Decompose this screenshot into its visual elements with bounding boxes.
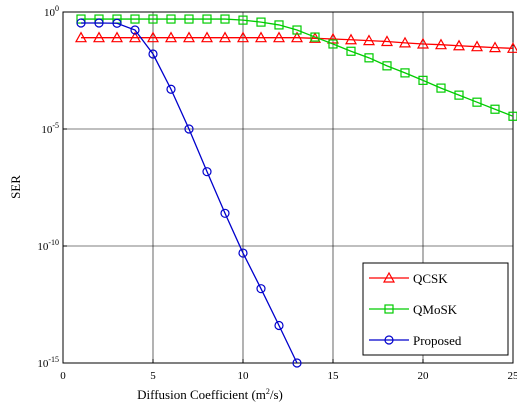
marker	[490, 104, 500, 114]
legend-marker	[384, 304, 394, 314]
marker	[418, 75, 428, 85]
marker	[364, 53, 374, 63]
series-line	[81, 22, 298, 364]
marker	[110, 31, 124, 43]
marker	[182, 31, 196, 43]
marker	[452, 39, 466, 51]
marker	[200, 31, 214, 43]
x-tick-label: 25	[508, 370, 517, 382]
legend-marker	[384, 335, 394, 345]
marker	[362, 34, 376, 46]
marker	[472, 97, 482, 107]
x-axis-label: Diffusion Coefficient (m2/s)	[137, 387, 283, 402]
legend-marker	[382, 271, 396, 283]
marker	[220, 208, 230, 218]
marker	[92, 31, 106, 43]
y-tick-label: 10-10	[37, 238, 59, 253]
marker	[130, 25, 140, 35]
marker	[328, 39, 338, 49]
series-line	[81, 18, 514, 117]
legend-label: Proposed	[413, 333, 462, 348]
marker	[292, 358, 302, 368]
marker	[236, 31, 250, 43]
x-tick-label: 0	[60, 370, 66, 382]
marker	[434, 38, 448, 50]
marker	[146, 31, 160, 43]
marker	[274, 320, 284, 331]
marker	[218, 31, 232, 43]
legend-label: QMoSK	[413, 302, 458, 317]
marker	[130, 14, 140, 24]
marker	[148, 49, 158, 59]
marker	[184, 14, 194, 24]
marker	[76, 18, 86, 28]
marker	[94, 18, 104, 28]
marker	[202, 14, 212, 24]
marker	[416, 37, 430, 49]
y-tick-label: 10-5	[41, 121, 59, 136]
marker	[166, 14, 176, 24]
y-tick-label: 100	[44, 4, 59, 19]
marker	[238, 15, 248, 25]
marker	[488, 41, 502, 53]
marker	[74, 31, 88, 43]
marker	[254, 31, 268, 43]
marker	[256, 17, 266, 27]
marker	[202, 167, 212, 177]
marker	[238, 248, 248, 258]
x-tick-label: 15	[328, 370, 340, 382]
marker	[184, 124, 194, 134]
marker	[164, 31, 178, 43]
marker	[220, 14, 230, 24]
marker	[382, 61, 392, 71]
marker	[128, 31, 142, 43]
marker	[326, 32, 340, 44]
marker	[344, 33, 358, 45]
marker	[112, 18, 122, 28]
marker	[506, 42, 517, 53]
legend-label: QCSK	[413, 271, 448, 286]
y-axis-label: SER	[8, 175, 23, 199]
marker	[292, 25, 302, 35]
marker	[166, 84, 176, 94]
marker	[256, 284, 266, 294]
marker	[274, 20, 284, 30]
marker	[290, 31, 304, 43]
marker	[272, 31, 286, 43]
series-line	[81, 37, 514, 49]
marker	[508, 111, 517, 121]
marker	[380, 35, 394, 47]
x-tick-label: 20	[418, 370, 430, 382]
x-tick-label: 10	[238, 370, 250, 382]
x-tick-label: 5	[150, 370, 156, 382]
marker	[148, 14, 158, 24]
plot-frame	[62, 11, 514, 364]
marker	[310, 32, 320, 42]
marker	[398, 36, 412, 48]
legend: QCSK QMoSK Proposed	[362, 262, 509, 356]
marker	[400, 68, 410, 78]
marker	[436, 83, 446, 93]
marker	[470, 40, 484, 52]
marker	[346, 46, 356, 56]
y-tick-label: 10-15	[37, 355, 59, 370]
marker	[454, 90, 464, 100]
